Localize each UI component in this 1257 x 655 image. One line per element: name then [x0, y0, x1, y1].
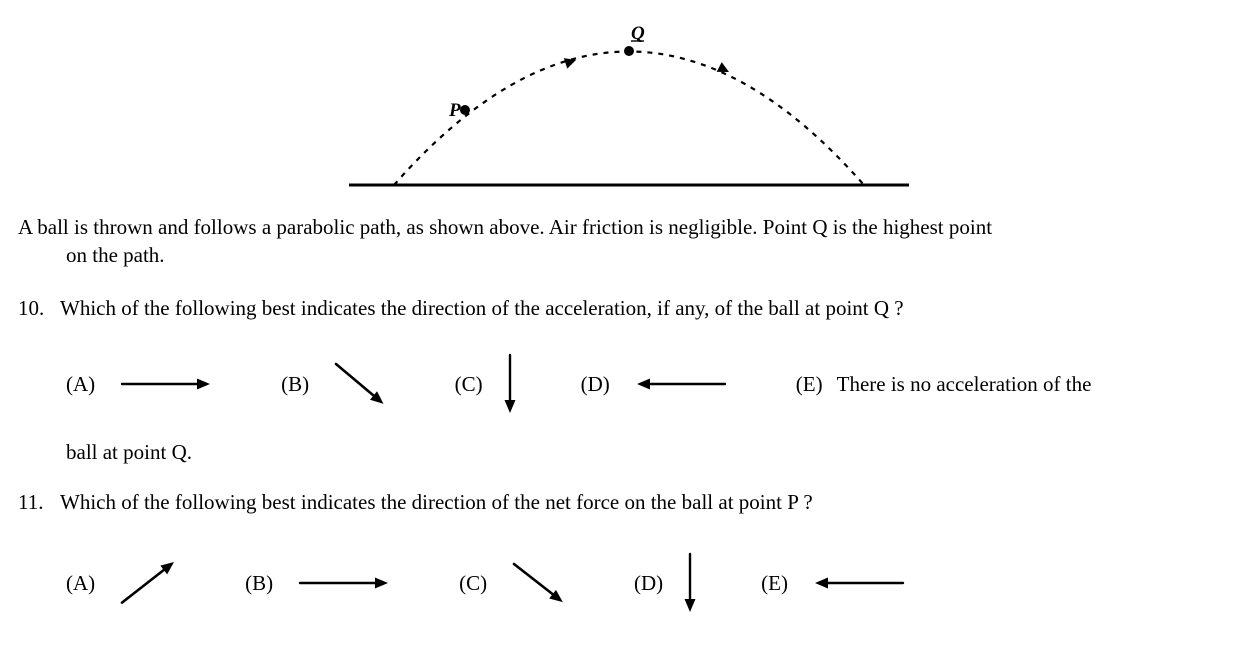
q10-option-b-label: (B) — [281, 370, 309, 398]
question-10: 10. Which of the following best indicate… — [18, 294, 1239, 322]
q11-option-c: (C) — [459, 545, 582, 621]
q10-option-e-continuation: ball at point Q. — [66, 438, 1239, 466]
q10-option-c-label: (C) — [455, 370, 483, 398]
figure-container: PQ — [18, 10, 1239, 195]
q10-number: 10. — [18, 294, 60, 322]
trajectory-figure: PQ — [329, 10, 929, 195]
q10-option-e: (E) There is no acceleration of the — [796, 370, 1092, 398]
q11-option-b: (B) — [245, 564, 407, 602]
intro-paragraph: A ball is thrown and follows a parabolic… — [18, 213, 1239, 270]
question-11: 11. Which of the following best indicate… — [18, 488, 1239, 516]
arrow-left-icon — [796, 564, 922, 602]
q11-options: (A) (B) (C) (D) (E) — [66, 535, 1239, 631]
q10-option-b: (B) — [281, 345, 402, 423]
q10-option-a-label: (A) — [66, 370, 95, 398]
q11-option-b-label: (B) — [245, 569, 273, 597]
arrow-right-icon — [281, 564, 407, 602]
intro-line1: A ball is thrown and follows a parabolic… — [18, 215, 992, 239]
arrow-down-icon — [671, 535, 709, 631]
arrow-up-right-icon — [103, 543, 193, 622]
q10-option-a: (A) — [66, 365, 229, 403]
q10-option-e-label: (E) — [796, 370, 823, 398]
arrow-down-right-icon — [495, 545, 582, 621]
q11-number: 11. — [18, 488, 60, 516]
q11-option-a-label: (A) — [66, 569, 95, 597]
q11-option-d-label: (D) — [634, 569, 663, 597]
q10-option-c: (C) — [455, 336, 529, 432]
arrow-right-icon — [103, 365, 229, 403]
page-root: PQ A ball is thrown and follows a parabo… — [0, 0, 1257, 655]
q10-option-d-label: (D) — [581, 370, 610, 398]
intro-line2: on the path. — [66, 243, 165, 267]
q11-option-e: (E) — [761, 564, 922, 602]
q11-option-c-label: (C) — [459, 569, 487, 597]
q11-option-a: (A) — [66, 543, 193, 622]
q10-options: (A) (B) (C) (D) (E) There is no accelera… — [66, 336, 1239, 432]
arrow-down-right-icon — [317, 345, 402, 423]
svg-text:P: P — [448, 100, 461, 121]
arrow-down-icon — [491, 336, 529, 432]
q10-text: Which of the following best indicates th… — [60, 294, 1239, 322]
q10-option-d: (D) — [581, 365, 744, 403]
q11-option-d: (D) — [634, 535, 709, 631]
q10-option-e-text1: There is no acceleration of the — [837, 370, 1092, 398]
arrow-left-icon — [618, 365, 744, 403]
q11-option-e-label: (E) — [761, 569, 788, 597]
q11-text: Which of the following best indicates th… — [60, 488, 1239, 516]
